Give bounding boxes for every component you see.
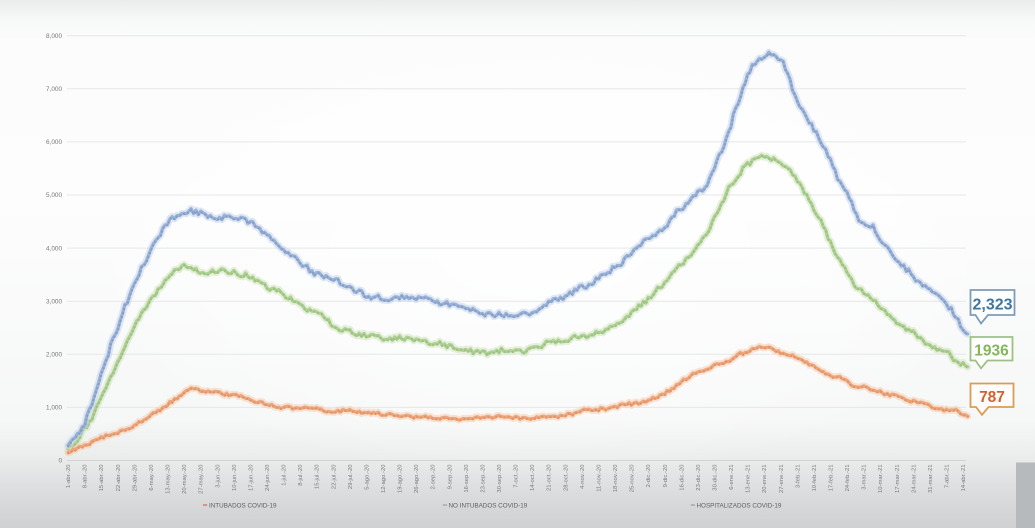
svg-text:2-dic.-20: 2-dic.-20 [646, 464, 652, 488]
svg-text:7-oct.-20: 7-oct.-20 [514, 464, 520, 488]
svg-text:2,000: 2,000 [46, 352, 62, 359]
svg-text:24-mar.-21: 24-mar.-21 [911, 465, 917, 493]
svg-text:18-nov.-20: 18-nov.-20 [613, 464, 619, 492]
svg-text:27-ene.-21: 27-ene.-21 [779, 465, 785, 494]
svg-text:17-mar.-21: 17-mar.-21 [895, 465, 901, 493]
svg-text:31-mar.-21: 31-mar.-21 [928, 465, 934, 493]
svg-text:15-jul.-20: 15-jul.-20 [315, 464, 321, 489]
svg-text:13-ene.-21: 13-ene.-21 [746, 465, 752, 494]
svg-text:HOSPITALIZADOS COVID-19: HOSPITALIZADOS COVID-19 [697, 503, 782, 510]
svg-text:22-jul.-20: 22-jul.-20 [331, 464, 337, 489]
svg-text:6-may.-20: 6-may.-20 [149, 464, 155, 491]
svg-text:12-ago.-20: 12-ago.-20 [381, 464, 387, 493]
svg-text:20-ene.-21: 20-ene.-21 [762, 465, 768, 494]
svg-text:INTUBADOS COVID-19: INTUBADOS COVID-19 [209, 503, 277, 510]
svg-text:3-mar.-21: 3-mar.-21 [862, 465, 868, 490]
svg-text:7,000: 7,000 [46, 86, 62, 93]
svg-text:2-sep.-20: 2-sep.-20 [431, 464, 437, 490]
svg-text:1,000: 1,000 [46, 405, 62, 412]
svg-text:23-sep.-20: 23-sep.-20 [481, 464, 487, 493]
svg-text:7-abr.-21: 7-abr.-21 [945, 465, 951, 489]
svg-text:8,000: 8,000 [46, 33, 62, 40]
svg-text:10-feb.-21: 10-feb.-21 [812, 465, 818, 492]
svg-text:14-oct.-20: 14-oct.-20 [530, 464, 536, 491]
svg-text:0: 0 [58, 458, 62, 465]
svg-text:24-jun.-20: 24-jun.-20 [265, 464, 271, 491]
svg-text:19-ago.-20: 19-ago.-20 [398, 464, 404, 493]
svg-text:6,000: 6,000 [46, 139, 62, 146]
svg-text:16-sep.-20: 16-sep.-20 [464, 464, 470, 493]
svg-text:NO INTUBADOS COVID-19: NO INTUBADOS COVID-19 [449, 503, 528, 510]
svg-text:787: 787 [979, 389, 1005, 406]
svg-text:20-may.-20: 20-may.-20 [182, 464, 188, 494]
svg-text:28-oct.-20: 28-oct.-20 [563, 464, 569, 491]
svg-text:21-oct.-20: 21-oct.-20 [547, 464, 553, 491]
svg-text:30-sep.-20: 30-sep.-20 [497, 464, 503, 493]
svg-text:8-jul.-20: 8-jul.-20 [298, 464, 304, 486]
svg-text:1-jul.-20: 1-jul.-20 [282, 464, 288, 486]
svg-text:9-dic.-20: 9-dic.-20 [663, 464, 669, 488]
svg-text:4-nov.-20: 4-nov.-20 [580, 464, 586, 489]
svg-text:2,323: 2,323 [972, 297, 1012, 314]
svg-text:27-may.-20: 27-may.-20 [199, 464, 205, 494]
svg-text:29-jul.-20: 29-jul.-20 [348, 464, 354, 489]
svg-text:3,000: 3,000 [46, 298, 62, 305]
svg-text:5-ago.-20: 5-ago.-20 [364, 464, 370, 490]
svg-text:1-abr.-20: 1-abr.-20 [66, 464, 72, 488]
svg-text:3-jun.-20: 3-jun.-20 [215, 464, 221, 488]
svg-text:25-nov.-20: 25-nov.-20 [630, 464, 636, 492]
svg-text:29-abr.-20: 29-abr.-20 [132, 464, 138, 492]
svg-text:3-feb.-21: 3-feb.-21 [795, 465, 801, 489]
svg-text:23-dic.-20: 23-dic.-20 [696, 464, 702, 491]
svg-text:14-abr.-21: 14-abr.-21 [961, 465, 967, 492]
svg-text:11-nov.-20: 11-nov.-20 [597, 464, 603, 492]
svg-text:17-feb.-21: 17-feb.-21 [829, 465, 835, 492]
svg-text:1936: 1936 [974, 343, 1009, 360]
svg-text:13-may.-20: 13-may.-20 [166, 464, 172, 494]
svg-text:9-sep.-20: 9-sep.-20 [447, 464, 453, 490]
svg-text:24-feb.-21: 24-feb.-21 [845, 465, 851, 492]
svg-text:10-jun.-20: 10-jun.-20 [232, 464, 238, 491]
svg-text:16-dic.-20: 16-dic.-20 [679, 464, 685, 491]
svg-text:26-ago.-20: 26-ago.-20 [414, 464, 420, 493]
svg-text:17-jun.-20: 17-jun.-20 [248, 464, 254, 491]
svg-text:8-abr.-20: 8-abr.-20 [83, 464, 89, 488]
svg-text:15-abr.-20: 15-abr.-20 [99, 464, 105, 492]
svg-text:6-ene.-21: 6-ene.-21 [729, 465, 735, 490]
svg-text:5,000: 5,000 [46, 192, 62, 199]
svg-text:10-mar.-21: 10-mar.-21 [878, 465, 884, 493]
svg-text:4,000: 4,000 [46, 245, 62, 252]
svg-text:22-abr.-20: 22-abr.-20 [116, 464, 122, 492]
svg-text:30-dic.-20: 30-dic.-20 [713, 464, 719, 491]
